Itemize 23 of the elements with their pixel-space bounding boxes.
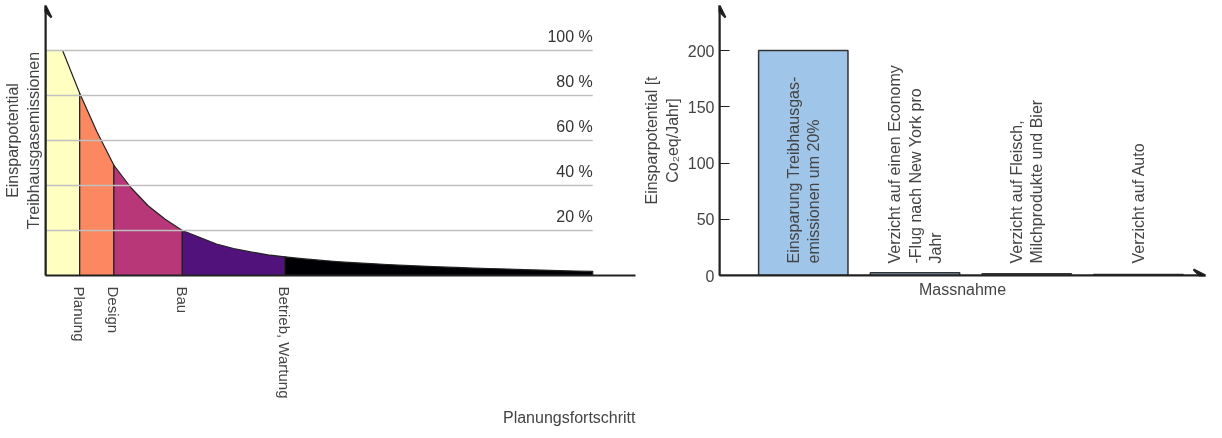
category-label: Verzicht auf Fleisch, Milchprodukte und Bier: [1008, 99, 1046, 264]
ref-line-label: 60 %: [556, 117, 593, 135]
ref-line-label: 100 %: [547, 27, 593, 45]
ref-line-label: 80 %: [556, 72, 593, 90]
category-label: Verzicht auf Auto: [1129, 143, 1147, 264]
x-axis-title: Planungsfortschritt: [502, 408, 637, 426]
y-tick-label: 0: [705, 267, 715, 285]
ref-line-label: 20 %: [556, 207, 593, 225]
x-axis-title: Massnahme: [918, 280, 1007, 298]
category-label: Verzicht auf einen Economy -Flug nach New York pro Jahr: [886, 65, 944, 264]
y-axis-title: Einsparpotential Treibhausgasemissionen: [4, 51, 42, 230]
y-axis-title: Einsparpotential [t Co₂eq/Jahr]: [643, 75, 681, 205]
ref-line-label: 40 %: [556, 162, 593, 180]
text: Planung: [71, 286, 89, 342]
y-tick-label: 50: [696, 211, 715, 229]
y-tick-label: 200: [687, 42, 715, 60]
text: Design: [105, 286, 123, 334]
bar: [757, 49, 849, 276]
category-label: Einsparung Treibhausgas- emissionen um 20%: [784, 76, 822, 264]
y-tick-label: 100: [687, 155, 715, 172]
text: Bau: [173, 286, 191, 314]
text: Betrieb, Wartung: [276, 286, 294, 399]
y-tick-label: 150: [687, 98, 715, 116]
